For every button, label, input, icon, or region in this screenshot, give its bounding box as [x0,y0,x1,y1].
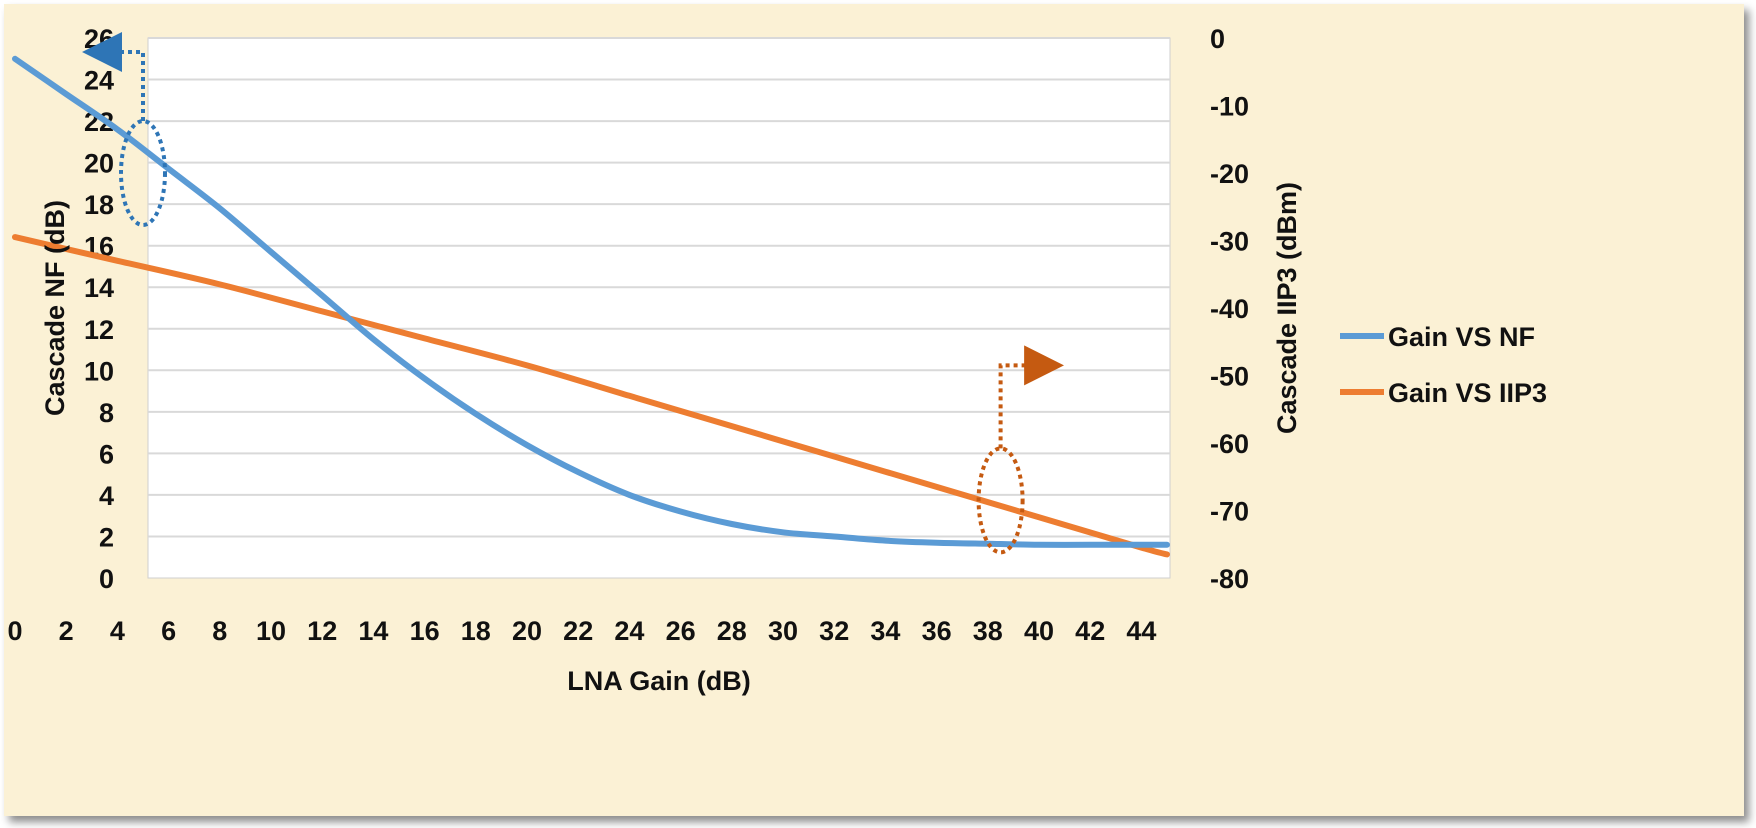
right-tick-label: -50 [1210,362,1249,392]
left-tick-label: 2 [99,522,114,552]
x-tick-label: 20 [512,616,542,646]
x-tick-label: 16 [410,616,440,646]
x-tick-label: 12 [307,616,337,646]
x-tick-label: 10 [256,616,286,646]
x-axis-title: LNA Gain (dB) [567,666,750,696]
left-tick-label: 4 [99,481,114,511]
iip3-annotation-arrow [998,345,1065,449]
x-tick-label: 0 [7,616,22,646]
x-tick-label: 40 [1024,616,1054,646]
left-tick-label: 26 [84,24,114,54]
legend: Gain VS NF Gain VS IIP3 [1340,322,1547,408]
left-axis-title: Cascade NF (dB) [40,200,70,416]
iip3-annotation-ellipse [976,446,1025,555]
x-tick-label: 38 [973,616,1003,646]
x-tick-label: 36 [922,616,952,646]
chart-frame: 0 2 4 6 8 10 12 14 16 18 20 22 24 26 0 -10 -20 -30 -40 -50… [4,4,1744,816]
left-tick-label: 0 [99,564,114,594]
x-tick-label: 4 [110,616,125,646]
legend-label-iip3: Gain VS IIP3 [1388,378,1547,408]
x-tick-label: 22 [563,616,593,646]
x-tick-label: 32 [819,616,849,646]
x-tick-label: 28 [717,616,747,646]
series-line-iip3 [12,234,1170,558]
x-tick-label: 44 [1126,616,1156,646]
x-tick-label: 42 [1075,616,1105,646]
left-tick-label: 20 [84,149,114,179]
right-axis-title: Cascade IIP3 (dBm) [1272,182,1302,434]
x-tick-label: 24 [614,616,644,646]
x-tick-label: 8 [212,616,227,646]
right-tick-label: -60 [1210,429,1249,459]
right-tick-label: -20 [1210,159,1249,189]
left-tick-label: 10 [84,356,114,386]
x-tick-label: 34 [870,616,900,646]
right-tick-label: -30 [1210,227,1249,257]
nf-annotation-ellipse [119,119,167,227]
x-tick-label: 14 [358,616,388,646]
right-tick-label: 0 [1210,24,1225,54]
annotations [82,32,1065,555]
left-tick-label: 24 [84,66,114,96]
right-axis-ticks: 0 -10 -20 -30 -40 -50 -60 -70 -80 [1210,24,1249,594]
x-tick-label: 18 [461,616,491,646]
nf-annotation-arrow [82,32,145,121]
x-tick-label: 2 [59,616,74,646]
left-tick-label: 6 [99,439,114,469]
left-tick-label: 8 [99,398,114,428]
x-axis-ticks: 0 2 4 6 8 10 12 14 16 18 20 22 24 26 28 30 32 34 36 38 40 42 4… [7,616,1156,646]
left-tick-label: 14 [84,273,114,303]
right-tick-label: -40 [1210,294,1249,324]
series-line-nf [12,55,1170,548]
x-tick-label: 30 [768,616,798,646]
left-tick-label: 18 [84,190,114,220]
series-lines [12,55,1170,558]
gridlines [148,37,1170,538]
left-tick-label: 12 [84,315,114,345]
right-tick-label: -80 [1210,564,1249,594]
x-tick-label: 6 [161,616,176,646]
right-tick-label: -70 [1210,497,1249,527]
right-tick-label: -10 [1210,92,1249,122]
legend-label-nf: Gain VS NF [1388,322,1535,352]
x-tick-label: 26 [666,616,696,646]
